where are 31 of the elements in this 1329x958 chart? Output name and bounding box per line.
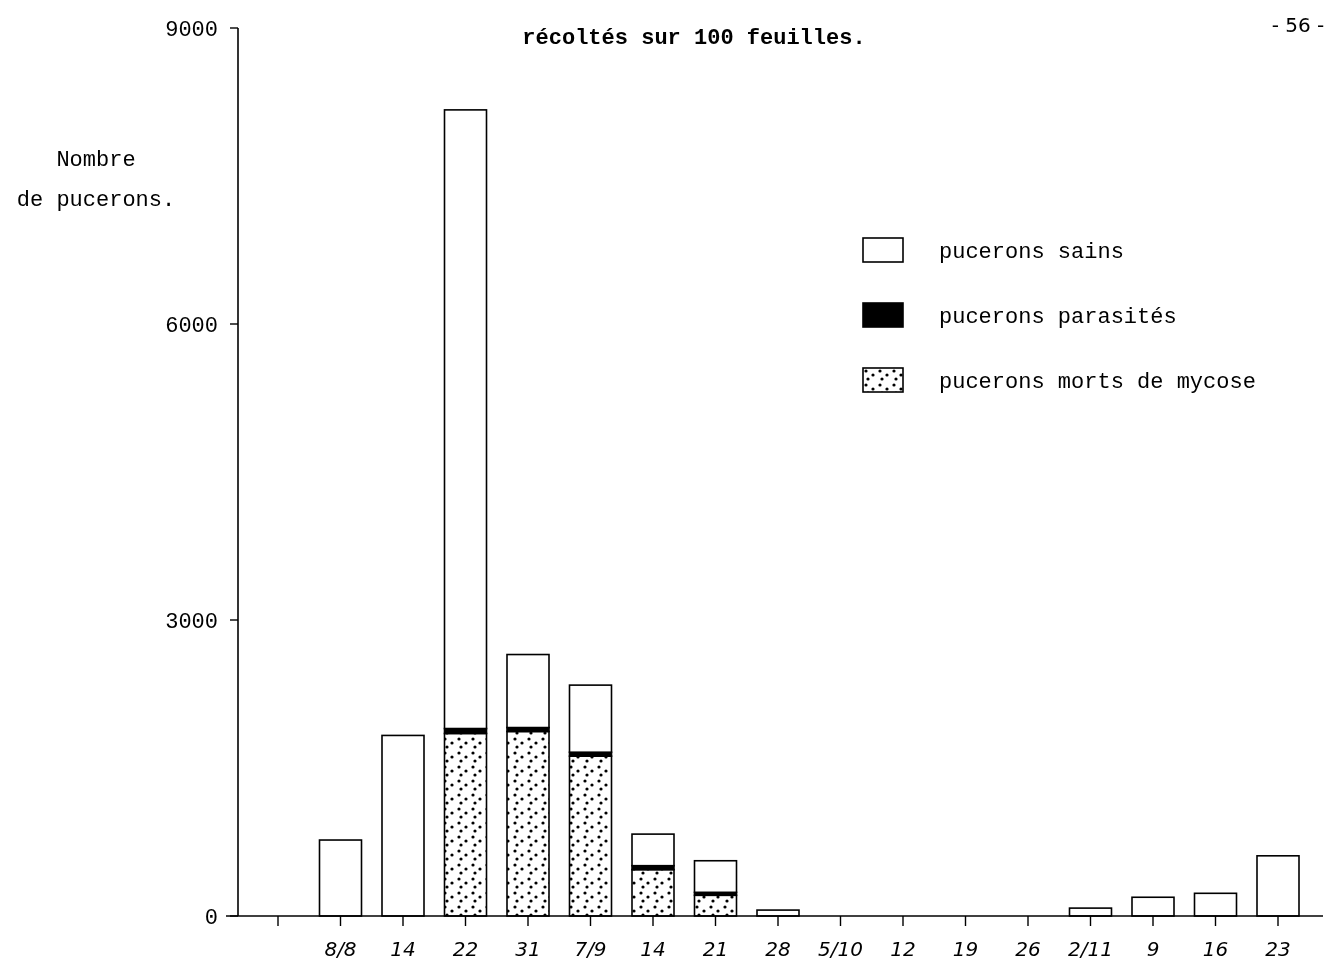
- x-tick-label: 5/10: [818, 937, 863, 958]
- x-tick-label: 22: [452, 937, 479, 958]
- x-tick-label: 28: [765, 937, 791, 958]
- legend-label: pucerons parasités: [939, 304, 1177, 330]
- bar: [443, 109, 488, 730]
- legend-label: pucerons morts de mycose: [939, 369, 1256, 395]
- x-tick-label: 23: [1265, 937, 1291, 958]
- annotation: - 56 -: [1271, 13, 1325, 37]
- x-tick-label: 31: [515, 937, 541, 958]
- x-tick-label: 9: [1146, 937, 1160, 958]
- legend-label: pucerons sains: [939, 239, 1124, 265]
- y-tick-label: 9000: [165, 17, 218, 43]
- y-tick-label: 0: [204, 905, 218, 931]
- x-tick-label: 19: [952, 937, 979, 958]
- bar: [631, 833, 675, 867]
- y-tick-label: 6000: [165, 313, 218, 339]
- x-tick-label: 2/11: [1068, 937, 1113, 958]
- bar: [506, 653, 550, 729]
- x-tick-label: 8/8: [324, 937, 357, 958]
- x-tick-label: 16: [1202, 937, 1229, 958]
- x-tick-label: 21: [702, 937, 729, 958]
- y-tick-label: 3000: [165, 609, 218, 635]
- chart-title: récoltés sur 100 feuilles.: [522, 26, 866, 51]
- bar: [568, 684, 613, 754]
- y-axis-title: Nombre de pucerons.: [16, 148, 176, 213]
- x-tick-label: 12: [890, 937, 916, 958]
- bar: [693, 859, 738, 894]
- x-tick-label: 7/9: [574, 937, 607, 958]
- x-tick-label: 14: [390, 937, 416, 958]
- x-tick-label: 26: [1015, 937, 1041, 958]
- x-tick-label: 14: [640, 937, 666, 958]
